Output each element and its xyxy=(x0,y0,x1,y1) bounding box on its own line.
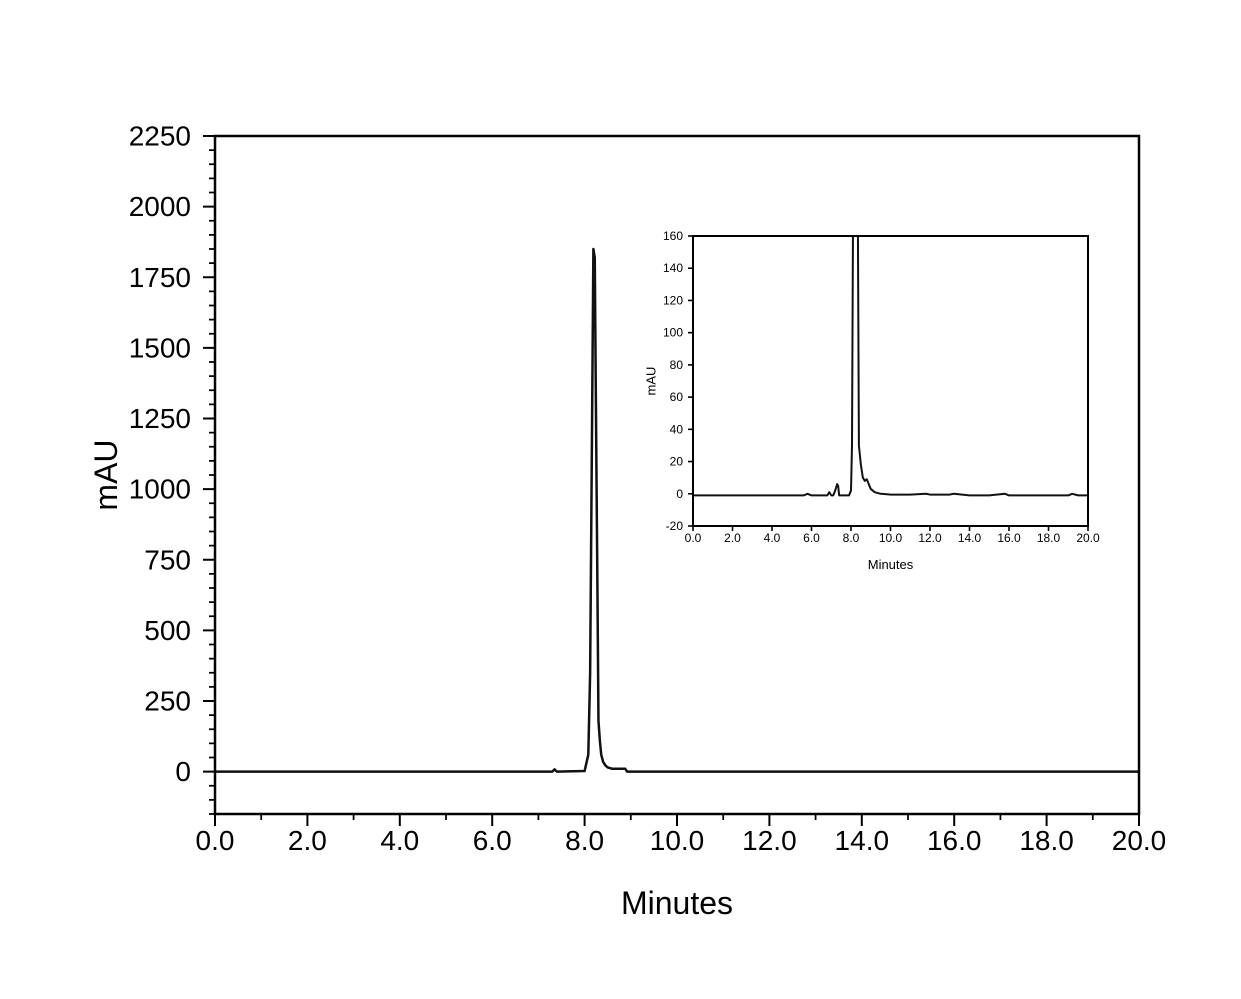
main-y-tick-label: 1250 xyxy=(129,403,191,434)
main-x-tick-label: 4.0 xyxy=(380,825,419,856)
main-x-tick-label: 12.0 xyxy=(742,825,797,856)
main-x-tick-label: 14.0 xyxy=(835,825,890,856)
inset-x-tick-label: 20.0 xyxy=(1076,531,1100,545)
main-y-tick-label: 1000 xyxy=(129,474,191,505)
main-x-tick-label: 2.0 xyxy=(288,825,327,856)
main-y-axis-title: mAU xyxy=(88,439,124,510)
inset-x-tick-label: 14.0 xyxy=(958,531,982,545)
inset-y-tick-label: 160 xyxy=(663,229,683,243)
main-x-tick-label: 20.0 xyxy=(1112,825,1167,856)
main-y-tick-label: 2000 xyxy=(129,191,191,222)
inset-x-tick-label: 8.0 xyxy=(843,531,860,545)
inset-x-tick-label: 6.0 xyxy=(803,531,820,545)
main-y-tick-label: 500 xyxy=(144,615,191,646)
inset-x-tick-label: 18.0 xyxy=(1037,531,1061,545)
main-y-tick-label: 250 xyxy=(144,686,191,717)
inset-series-line xyxy=(693,236,1088,497)
inset-y-tick-label: 60 xyxy=(670,390,684,404)
main-y-tick-label: 750 xyxy=(144,544,191,575)
main-x-tick-label: 6.0 xyxy=(473,825,512,856)
inset-y-tick-label: 100 xyxy=(663,326,683,340)
inset-y-tick-label: 140 xyxy=(663,261,683,275)
main-x-tick-label: 18.0 xyxy=(1019,825,1074,856)
inset-y-tick-label: 40 xyxy=(670,422,684,436)
main-y-tick-label: 1500 xyxy=(129,332,191,363)
main-y-tick-label: 0 xyxy=(175,756,191,787)
inset-x-tick-label: 4.0 xyxy=(764,531,781,545)
inset-x-tick-label: 0.0 xyxy=(685,531,702,545)
main-y-tick-label: 1750 xyxy=(129,262,191,293)
main-x-axis-title: Minutes xyxy=(621,885,733,921)
inset-x-tick-label: 2.0 xyxy=(724,531,741,545)
inset-y-tick-label: 80 xyxy=(670,358,684,372)
inset-x-tick-label: 16.0 xyxy=(997,531,1021,545)
inset-y-tick-label: 20 xyxy=(670,455,684,469)
inset-y-axis-title: mAU xyxy=(644,367,659,396)
inset-y-tick-label: 0 xyxy=(676,487,683,501)
inset-x-axis-title: Minutes xyxy=(868,557,914,572)
inset-x-tick-label: 10.0 xyxy=(879,531,903,545)
main-y-tick-label: 2250 xyxy=(129,121,191,152)
main-x-tick-label: 10.0 xyxy=(650,825,705,856)
main-x-tick-label: 8.0 xyxy=(565,825,604,856)
inset-chart: 0.0 2.0 4.0 6.0 8.0 10.0 12.0 14.0 16.0 18.0 20.0 -… xyxy=(644,229,1101,572)
main-x-tick-label: 16.0 xyxy=(927,825,982,856)
main-series-line xyxy=(215,247,1139,773)
inset-y-tick-label: 120 xyxy=(663,293,683,307)
inset-plot-area xyxy=(693,236,1088,526)
inset-y-tick-label: -20 xyxy=(666,519,684,533)
inset-x-tick-label: 12.0 xyxy=(918,531,942,545)
main-x-tick-label: 0.0 xyxy=(196,825,235,856)
